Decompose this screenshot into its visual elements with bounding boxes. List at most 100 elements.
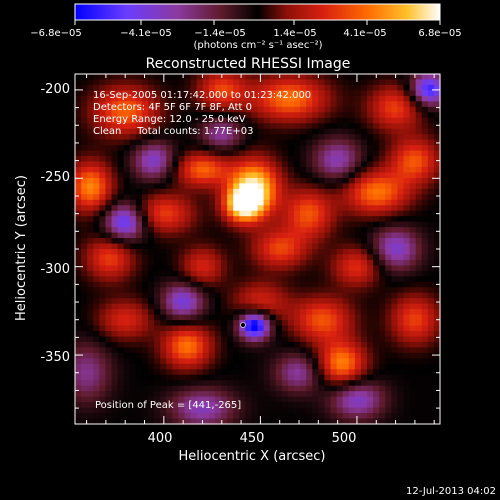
heatmap-cell [123,106,131,113]
heatmap-cell [172,270,180,277]
heatmap-cell [312,194,319,201]
heatmap-cell [257,199,265,206]
heatmap-cell [336,183,344,190]
heatmap-cell [257,128,265,135]
heatmap-cell [263,199,271,206]
heatmap-cell [135,249,143,256]
heatmap-cell [99,270,107,277]
heatmap-cell [245,347,253,354]
heatmap-cell [239,298,246,305]
heatmap-cell [367,74,374,81]
heatmap-cell [300,128,307,135]
heatmap-cell [99,106,107,113]
heatmap-cell [233,134,240,141]
heatmap-cell [233,90,240,97]
heatmap-cell [190,243,198,250]
heatmap-cell [184,336,192,343]
heatmap-cell [166,331,173,338]
heatmap-cell [306,243,313,250]
heatmap-cell [154,418,161,425]
heatmap-cell [81,205,88,212]
heatmap-cell [269,380,277,387]
heatmap-cell [373,303,380,310]
heatmap-cell [99,385,107,392]
heatmap-cell [129,270,137,277]
heatmap-cell [421,177,429,184]
heatmap-cell [269,156,277,163]
heatmap-cell [318,139,326,146]
heatmap-cell [385,303,392,310]
heatmap-cell [93,199,100,206]
heatmap-cell [336,216,344,223]
heatmap-cell [123,101,131,108]
heatmap-cell [129,369,137,376]
heatmap-cell [300,391,307,398]
heatmap-cell [409,194,417,201]
heatmap-cell [196,374,204,381]
heatmap-cell [427,254,435,261]
heatmap-cell [367,84,374,92]
heatmap-cell [281,347,289,354]
heatmap-cell [397,363,405,370]
heatmap-cell [99,117,107,124]
heatmap-cell [87,90,94,97]
heatmap-cell [160,79,167,86]
heatmap-cell [300,249,307,256]
heatmap-cell [160,139,167,146]
heatmap-cell [105,84,113,92]
heatmap-cell [367,407,374,414]
heatmap-cell [117,106,125,113]
heatmap-cell [294,347,301,354]
heatmap-cell [154,106,161,113]
heatmap-cell [154,172,161,179]
heatmap-cell [117,227,125,234]
heatmap-cell [93,128,100,135]
heatmap-cell [196,270,204,277]
heatmap-cell [105,259,113,267]
heatmap-cell [123,391,131,398]
heatmap-cell [87,298,94,305]
heatmap-cell [415,292,423,299]
heatmap-cell [318,265,326,272]
heatmap-cell [373,95,380,102]
heatmap-cell [184,352,192,359]
heatmap-cell [75,249,82,256]
heatmap-cell [403,205,411,212]
heatmap-cell [379,303,386,310]
heatmap-cell [330,276,338,283]
heatmap-cell [208,194,216,201]
heatmap-cell [324,265,332,272]
heatmap-cell [135,385,143,392]
heatmap-cell [202,243,210,250]
heatmap-cell [373,259,380,267]
heatmap-cell [221,352,228,359]
heatmap-cell [214,336,222,343]
heatmap-cell [360,199,368,206]
heatmap-cell [403,199,411,206]
heatmap-cell [403,254,411,261]
heatmap-cell [105,139,113,146]
heatmap-cell [427,347,435,354]
heatmap-cell [312,227,319,234]
heatmap-cell [93,341,100,349]
heatmap-cell [148,391,155,398]
heatmap-cell [281,221,289,228]
heatmap-cell [336,95,344,102]
heatmap-cell [251,380,259,387]
heatmap-cell [379,210,386,217]
heatmap-cell [415,298,423,305]
heatmap-cell [433,205,441,212]
heatmap-cell [148,95,155,102]
heatmap-cell [263,385,271,392]
heatmap-cell [348,292,356,299]
heatmap-cell [257,210,265,217]
heatmap-cell [427,145,435,152]
heatmap-cell [373,150,380,157]
heatmap-cell [208,292,216,299]
heatmap-cell [117,156,125,163]
heatmap-cell [318,199,326,206]
heatmap-cell [135,369,143,376]
heatmap-cell [294,139,301,146]
heatmap-cell [99,90,107,97]
heatmap-cell [208,287,216,294]
